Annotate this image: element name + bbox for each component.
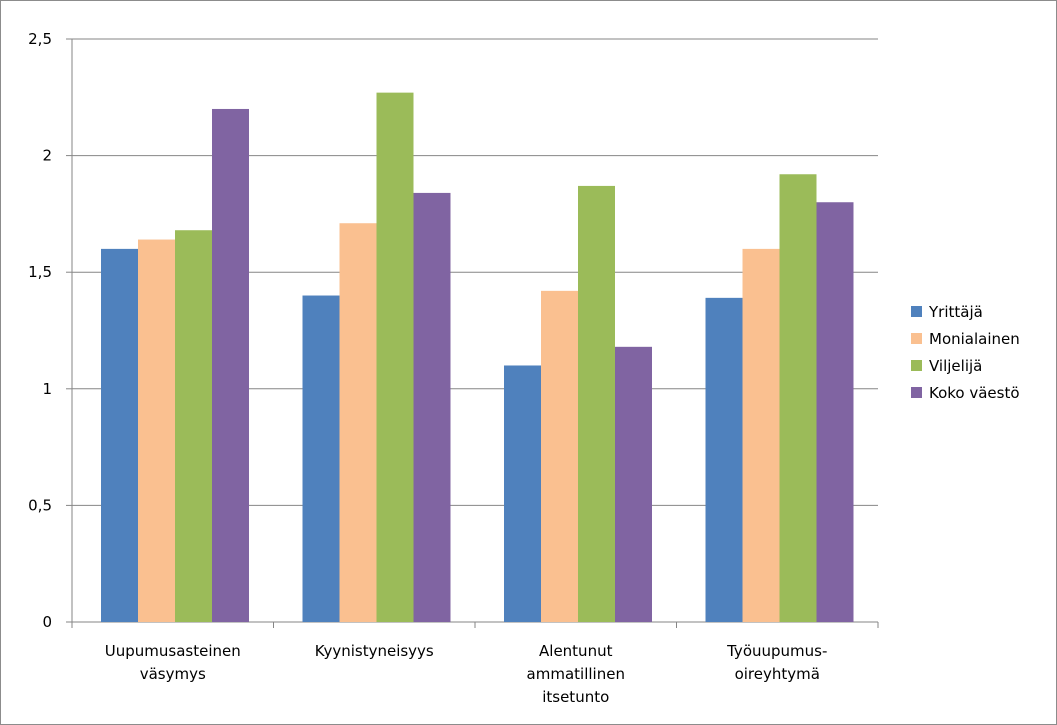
y-tick-label: 1,5 [28, 263, 52, 281]
bar [175, 230, 212, 622]
bar [615, 346, 652, 622]
bar [302, 295, 340, 622]
legend-swatch [911, 360, 922, 371]
legend-swatch [911, 333, 922, 344]
bar [742, 248, 780, 622]
legend-label: Monialainen [929, 330, 1020, 348]
legend-swatch [911, 387, 922, 398]
legend-label: Viljelijä [929, 357, 982, 375]
y-tick-label: 2,5 [28, 30, 52, 48]
bar [101, 248, 138, 622]
bar [376, 92, 414, 623]
y-tick-label: 0 [42, 613, 52, 631]
y-tick-label: 0,5 [28, 496, 52, 514]
bar [339, 223, 377, 622]
legend-label: Koko väestö [929, 384, 1020, 402]
legend-label: Yrittäjä [928, 303, 983, 321]
x-tick-label: Työuupumus-oireyhtymä [726, 642, 827, 683]
bar [138, 239, 175, 622]
y-tick-label: 2 [42, 147, 52, 165]
bar [705, 297, 743, 622]
x-tick-label: Kyynistyneisyys [315, 642, 434, 660]
bar [413, 192, 451, 623]
bar [816, 202, 854, 623]
bar [779, 174, 817, 623]
y-tick-label: 1 [42, 380, 52, 398]
x-tick-label: Alentunut ammatillinen itsetunto [527, 642, 625, 706]
x-tick-label: Uupumusasteinen väsymys [105, 642, 241, 683]
bar [578, 185, 615, 622]
legend-swatch [911, 306, 922, 317]
bar [541, 290, 578, 622]
bar [212, 108, 249, 622]
bar [504, 365, 541, 622]
